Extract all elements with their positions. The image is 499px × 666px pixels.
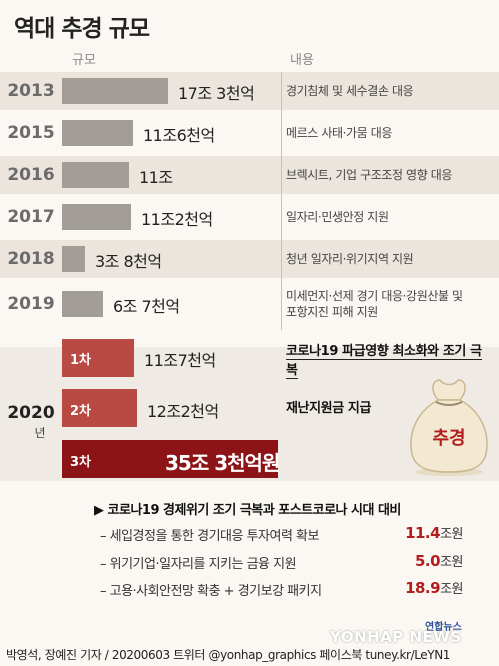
amount-label: 3조 8천억 [95,252,162,271]
notes-unit: 조원 [440,555,463,570]
year-label: 2015 [7,123,55,143]
table-row: 2016 11조 브렉시트, 기업 구조조정 영향 대응 [0,156,499,194]
notes-value-number: 18.9 [405,579,441,597]
year-label: 2018 [7,249,55,269]
amount-label: 17조 3천억 [178,84,255,103]
notes-value-number: 5.0 [415,552,441,570]
notes-heading: ▶ 코로나19 경제위기 조기 극복과 포스트코로나 시대 대비 [94,503,401,518]
sack-text: 추경 [432,428,465,449]
round-label: 1차 [70,353,92,368]
amount-label: 12조2천억 [147,402,219,421]
content-text: 미세먼지·선제 경기 대응·강원산불 및 포항지진 피해 지원 [286,288,463,319]
notes-item: – 위기기업·일자리를 지키는 금융 지원 [100,557,297,572]
year-suffix: 년 [34,426,46,440]
table-row: 2013 17조 3천억 경기침체 및 세수결손 대응 [0,72,499,110]
bar [62,78,168,104]
amount-label: 11조6천억 [143,126,215,145]
year-label: 2016 [7,165,55,185]
notes-value: 18.9조원 [405,578,463,597]
content-column-header: 내용 [290,53,314,68]
content-text: 메르스 사태·가뭄 대응 [286,125,393,140]
content-text: 코로나19 파급영향 최소화와 조기 극복 [286,343,491,381]
column-divider [281,72,282,330]
table-row: 2018 3조 8천억 청년 일자리·위기지역 지원 [0,240,499,278]
round-label: 2차 [70,404,92,419]
bar [62,204,131,230]
bar [62,291,103,317]
amount-label: 6조 7천억 [113,297,180,316]
watermark: YONHAP NEWS [330,628,462,646]
amount-label: 11조 [139,168,173,187]
notes-item: – 세입경정을 통한 경기대응 투자여력 확보 [100,529,319,544]
scale-column-header: 규모 [72,53,96,68]
notes-value: 5.0조원 [415,551,463,570]
amount-label: 11조7천억 [144,351,216,370]
notes-item: – 고용·사회안전망 확충 + 경기보강 패키지 [100,584,322,599]
content-text: 청년 일자리·위기지역 지원 [286,251,414,266]
year-label: 2013 [7,81,55,101]
credit-footer: 박영석, 장예진 기자 / 20200603 트위터 @yonhap_graph… [6,648,451,662]
page-title: 역대 추경 규모 [14,16,150,42]
bar [62,120,133,146]
year-label: 2017 [7,207,55,227]
bar [62,162,129,188]
notes-value: 11.4조원 [405,523,463,542]
year-label: 2019 [7,294,55,314]
content-text: 브렉시트, 기업 구조조정 영향 대응 [286,167,453,182]
yonhap-logo: 연합뉴스 [425,622,462,633]
content-text: 일자리·민생안정 지원 [286,209,389,224]
notes-unit: 조원 [440,582,463,597]
bar [62,339,134,377]
amount-label: 35조 3천억원 [165,451,280,475]
table-row: 2019 6조 7천억 미세먼지·선제 경기 대응·강원산불 및 포항지진 피해… [0,282,499,326]
round-label: 3차 [70,455,92,470]
table-row: 2017 11조2천억 일자리·민생안정 지원 [0,198,499,236]
table-row: 2015 11조6천억 메르스 사태·가뭄 대응 [0,114,499,152]
bar [62,246,85,272]
notes-unit: 조원 [440,527,463,542]
year-label-2020: 2020 [7,403,55,423]
content-text-line: 코로나19 파급영향 최소화와 조기 극복 [286,344,482,379]
notes-value-number: 11.4 [405,524,441,542]
content-text: 재난지원금 지급 [286,401,372,416]
bar [62,440,278,478]
amount-label: 11조2천억 [141,210,213,229]
money-sack-icon: 추경 [410,379,488,476]
notes-box [0,488,499,610]
content-text: 경기침체 및 세수결손 대응 [286,83,414,98]
bar [62,389,137,427]
